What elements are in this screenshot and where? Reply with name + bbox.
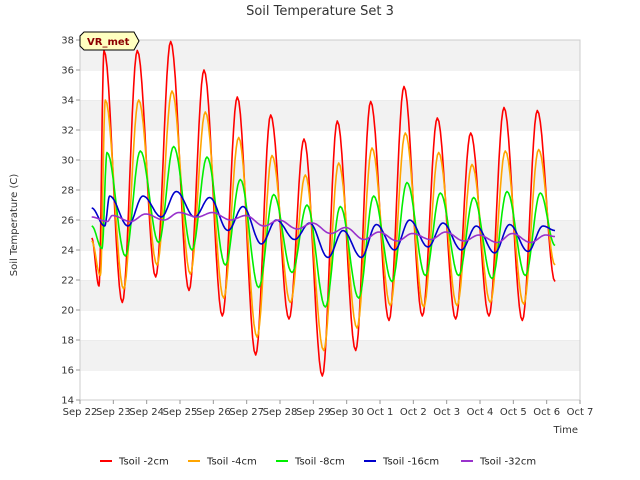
grid-bands <box>80 39 580 400</box>
y-tick-label: 36 <box>61 66 74 77</box>
x-tick-label: Sep 25 <box>163 407 198 418</box>
site-badge-box <box>79 31 140 51</box>
x-tick-label: Oct 7 <box>567 407 594 418</box>
y-tick-label: 14 <box>61 396 74 407</box>
legend-label: Tsoil -32cm <box>479 457 536 468</box>
y-tick-label: 38 <box>61 36 74 47</box>
legend-label: Tsoil -8cm <box>294 457 345 468</box>
x-tick-label: Oct 3 <box>433 407 460 418</box>
y-axis-ticks: 14 16 18 20 22 24 26 28 30 32 34 36 38 <box>61 36 80 407</box>
legend: Tsoil -2cm Tsoil -4cm Tsoil -8cm Tsoil -16c… <box>100 457 536 468</box>
series-lines <box>91 40 556 377</box>
grid-band <box>80 40 580 70</box>
x-tick-label: Oct 5 <box>500 407 527 418</box>
legend-label: Tsoil -4cm <box>206 457 257 468</box>
y-tick-label: 32 <box>61 126 74 137</box>
y-tick-label: 16 <box>61 366 74 377</box>
y-tick-label: 30 <box>61 156 74 167</box>
grid-band <box>80 310 580 340</box>
series-line-tsoil-8cm <box>91 145 556 308</box>
x-tick-label: Sep 26 <box>196 407 231 418</box>
x-tick-label: Oct 6 <box>533 407 560 418</box>
x-tick-label: Oct 1 <box>367 407 394 418</box>
x-tick-label: Sep 23 <box>96 407 131 418</box>
series-line-tsoil-4cm <box>91 90 556 352</box>
x-tick-label: Sep 24 <box>129 407 164 418</box>
x-tick-label: Oct 2 <box>400 407 427 418</box>
y-tick-label: 26 <box>61 216 74 227</box>
legend-label: Tsoil -2cm <box>118 457 169 468</box>
grid-band <box>80 160 580 190</box>
site-badge: VR_met <box>79 31 140 51</box>
y-tick-label: 22 <box>61 276 74 287</box>
y-tick-label: 18 <box>61 336 74 347</box>
y-tick-label: 34 <box>61 96 74 107</box>
grid-band <box>80 130 580 160</box>
site-badge-label: VR_met <box>87 37 130 48</box>
legend-label: Tsoil -16cm <box>382 457 439 468</box>
x-tick-label: Sep 30 <box>329 407 364 418</box>
series-line-tsoil-2cm <box>91 40 556 377</box>
x-tick-label: Sep 27 <box>229 407 264 418</box>
chart-title: Soil Temperature Set 3 <box>246 4 394 19</box>
y-axis-label: Soil Temperature (C) <box>9 174 20 277</box>
y-tick-label: 20 <box>61 306 74 317</box>
x-tick-label: Sep 22 <box>63 407 98 418</box>
y-tick-label: 28 <box>61 186 74 197</box>
series-line-tsoil-16cm <box>91 190 556 259</box>
x-tick-label: Sep 29 <box>296 407 331 418</box>
x-tick-label: Oct 4 <box>467 407 494 418</box>
grid-band <box>80 70 580 100</box>
x-tick-label: Sep 28 <box>263 407 298 418</box>
series-line-tsoil-32cm <box>91 211 555 244</box>
grid-band <box>80 370 580 400</box>
grid-band <box>80 100 580 130</box>
y-tick-label: 24 <box>61 246 74 257</box>
grid-band <box>80 340 580 370</box>
x-axis-label: Time <box>553 425 578 436</box>
